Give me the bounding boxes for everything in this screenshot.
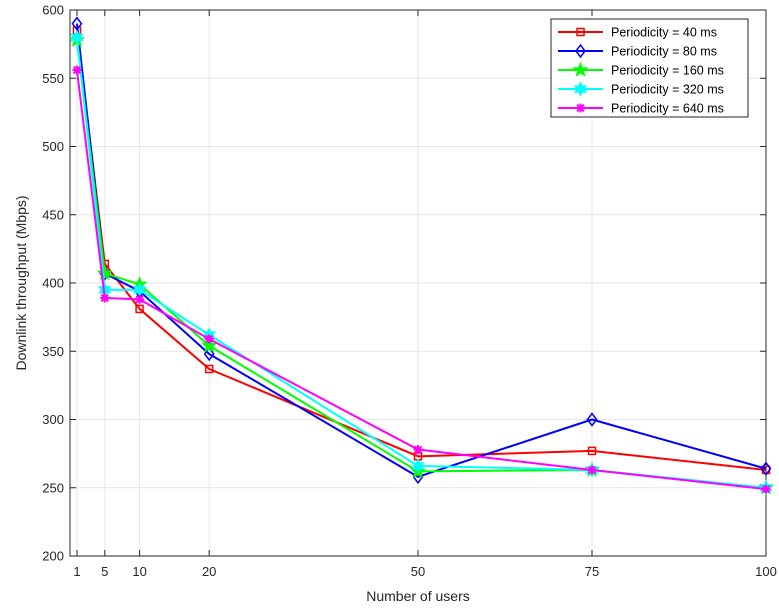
diamond-marker-shape: [71, 16, 83, 31]
data-point: [96, 265, 113, 281]
x-tick-label: 5: [101, 564, 108, 579]
asterisk-center: [763, 486, 769, 492]
legend: Periodicity = 40 ms Periodicity = 80 ms Pe…: [550, 18, 749, 118]
data-point: [587, 465, 597, 475]
data-point: [135, 294, 145, 304]
data-point: [135, 304, 144, 314]
y-tick-label: 300: [42, 412, 64, 427]
axes-layer: 1 5 10 20 50 75 100 200 250 300 350 400 450 500 550 600: [42, 3, 777, 580]
asterisk-center: [74, 67, 80, 73]
diamond-marker-shape: [760, 461, 772, 476]
square-marker-shape: [204, 364, 214, 374]
data-point: [204, 364, 214, 374]
legend-label: Periodicity = 320 ms: [611, 83, 724, 97]
legend-label: Periodicity = 160 ms: [611, 64, 724, 78]
data-point: [204, 334, 214, 344]
diamond-marker-shape: [203, 346, 215, 362]
legend-marker: [572, 61, 589, 77]
data-point: [100, 293, 110, 303]
series-5: [72, 65, 771, 494]
legend-item: Periodicity = 320 ms: [558, 81, 724, 97]
y-tick-label: 350: [42, 344, 64, 359]
data-point: [71, 16, 83, 31]
hexagram-marker-shape: [573, 81, 588, 97]
data-point: [586, 412, 598, 427]
y-tick-label: 500: [42, 139, 64, 154]
y-tick-label: 250: [42, 480, 64, 495]
y-tick-label: 550: [42, 71, 64, 86]
x-tick-label: 1: [73, 564, 80, 579]
data-point: [761, 484, 771, 494]
legend-item: Periodicity = 40 ms: [558, 26, 717, 40]
data-point: [203, 346, 215, 362]
x-axis-label: Number of users: [366, 588, 469, 604]
legend-item: Periodicity = 160 ms: [558, 61, 724, 78]
x-tick-label: 10: [132, 564, 146, 579]
square-marker-shape: [576, 27, 585, 37]
data-point: [760, 461, 772, 476]
legend-marker: [573, 81, 588, 97]
y-tick-label: 400: [42, 276, 64, 291]
legend-label: Periodicity = 40 ms: [611, 26, 717, 40]
legend-marker: [575, 43, 586, 59]
diamond-marker-shape: [575, 43, 586, 59]
asterisk-center: [137, 296, 143, 302]
hexagram-marker-shape: [70, 29, 84, 45]
legend-marker: [576, 27, 585, 37]
legend-label: Periodicity = 80 ms: [611, 45, 717, 59]
x-tick-label: 75: [585, 564, 599, 579]
y-axis-label: Downlink throughput (Mbps): [13, 195, 29, 370]
asterisk-center: [102, 295, 108, 301]
legend-label: Periodicity = 640 ms: [611, 102, 724, 116]
x-tick-label: 20: [202, 564, 216, 579]
legend-item: Periodicity = 80 ms: [558, 43, 717, 59]
diamond-marker-shape: [586, 412, 598, 427]
square-marker-shape: [135, 304, 144, 314]
data-point: [201, 337, 218, 353]
data-point: [413, 445, 423, 455]
asterisk-center: [415, 447, 421, 453]
asterisk-center: [578, 105, 583, 111]
data-point: [72, 65, 82, 75]
legend-item: Periodicity = 640 ms: [558, 102, 724, 116]
data-point: [587, 446, 597, 456]
x-tick-label: 50: [411, 564, 425, 579]
series-line: [75, 30, 767, 471]
y-tick-label: 200: [42, 549, 64, 564]
data-point: [70, 29, 84, 45]
y-tick-label: 450: [42, 207, 64, 222]
star-marker-shape: [96, 265, 113, 281]
star-marker-shape: [201, 337, 218, 353]
star-marker-shape: [572, 61, 589, 77]
data-point: [411, 458, 425, 474]
x-tick-label: 100: [755, 564, 777, 579]
square-marker-shape: [587, 446, 597, 456]
asterisk-center: [206, 336, 212, 342]
hexagram-marker-shape: [411, 458, 425, 474]
series-layer: [68, 16, 774, 496]
asterisk-center: [589, 467, 595, 473]
y-tick-label: 600: [42, 3, 64, 18]
legend-marker: [576, 103, 585, 113]
